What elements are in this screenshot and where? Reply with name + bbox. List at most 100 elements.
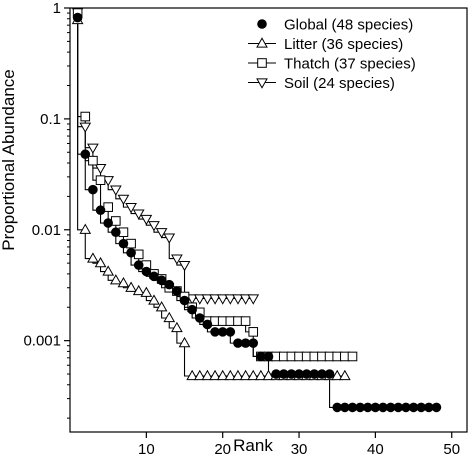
data-point [117,194,130,206]
data-point [171,254,183,265]
data-point [338,369,351,381]
data-point [163,311,176,323]
data-point [347,351,358,362]
x-tick-label: 20 [214,441,231,458]
legend-entry: Thatch (37 species) [248,56,416,73]
data-point [102,176,115,187]
series-line-3 [77,12,254,300]
data-point [248,327,259,337]
data-point [232,369,244,381]
y-axis-title: Proportional Abundance [0,69,18,250]
data-point [247,369,260,381]
legend-entry: Litter (36 species) [248,36,403,53]
y-tick-label: 0.1 [40,111,61,128]
x-axis-title: Rank [233,436,273,455]
data-point [141,266,152,277]
data-point [88,184,98,195]
x-tick-label: 10 [138,441,155,458]
data-point [94,163,107,175]
data-point [209,369,221,381]
data-point [111,227,121,238]
data-point [88,155,98,166]
data-point [109,185,122,196]
legend-symbol [256,37,268,48]
data-point [248,338,259,348]
data-point [87,252,99,263]
legend-label: Soil (24 species) [284,75,395,92]
data-point [224,294,237,305]
plot-content [71,7,442,413]
y-tick-label: 1 [53,0,61,17]
data-point [79,122,92,133]
data-point [216,294,229,305]
legend-entry: Soil (24 species) [248,75,395,92]
data-point [187,304,197,315]
data-point [186,294,199,305]
data-point [201,294,214,305]
data-point [140,214,153,226]
data-point [79,223,92,234]
data-point [125,281,137,292]
data-point [232,294,244,305]
data-point [202,319,213,330]
data-point [209,294,221,305]
data-point [118,238,129,249]
data-point [193,369,206,381]
axes: 10 20 30 40 50 1 0.1 0.01 0.001 [23,0,468,458]
data-point [87,143,99,154]
data-point [80,111,91,122]
data-point [163,233,176,244]
data-point [262,369,275,381]
data-point [431,402,442,413]
data-point [103,218,113,228]
legend-symbol [257,19,267,29]
plot-frame [69,7,468,433]
data-point [240,316,251,326]
data-point [133,249,144,260]
data-point [194,313,205,323]
data-point [94,256,107,268]
data-point [171,321,183,333]
data-point [172,286,182,296]
data-point [109,274,122,285]
series-0-points [72,12,442,413]
x-tick-label: 40 [367,441,384,458]
data-point [126,247,136,258]
data-point [133,260,144,270]
data-point [95,175,106,185]
data-point [324,369,335,379]
data-point [72,12,83,23]
data-point [132,209,145,220]
data-point [331,369,344,381]
data-point [247,294,260,305]
data-point [156,275,167,286]
data-point [263,351,274,362]
data-point [186,369,199,381]
data-point [125,203,137,214]
legend-label: Global (48 species) [284,17,413,34]
data-point [239,369,252,381]
data-point [178,261,191,272]
legend-label: Litter (36 species) [284,36,403,53]
y-tick-label: 0.01 [32,222,61,239]
legend-symbol [256,78,268,89]
data-point [179,295,190,306]
data-point [132,284,145,296]
legend-entry: Global (48 species) [257,17,413,34]
data-point [117,276,130,288]
data-point [216,369,229,381]
x-tick-label: 50 [443,441,460,458]
data-point [149,271,159,282]
data-point [140,286,153,297]
data-point [239,294,252,305]
data-point [193,294,206,305]
data-point [224,369,237,381]
data-point [225,327,236,337]
legend-symbol [257,58,267,68]
data-point [148,294,160,305]
data-point [255,369,267,381]
data-point [102,265,115,276]
data-point [95,205,106,216]
data-point [164,279,175,290]
